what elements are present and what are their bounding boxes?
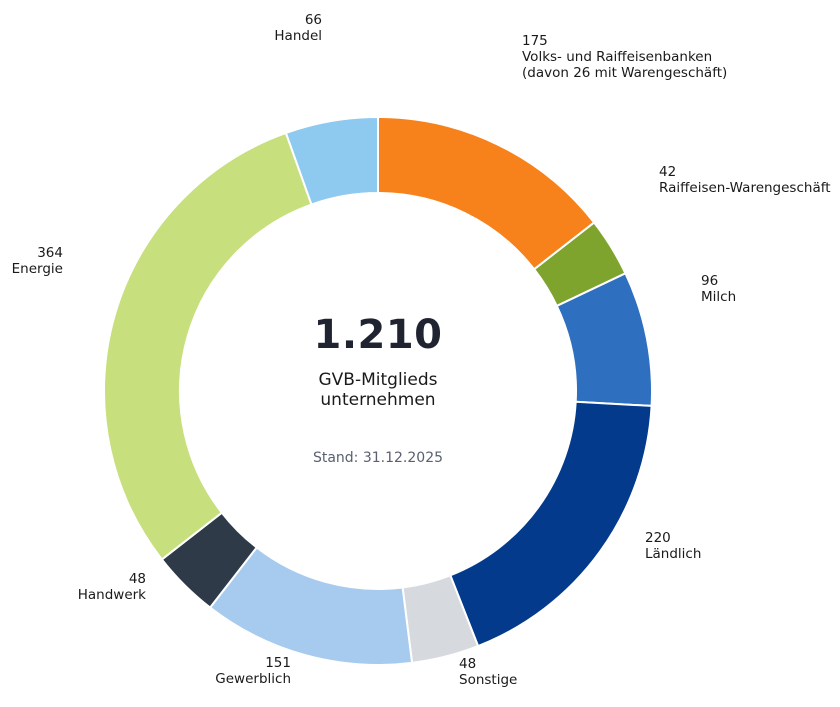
caption-line-2: unternehmen	[320, 390, 436, 410]
slice-name-handel: Handel	[274, 28, 322, 44]
slice-label-handel: 66 Handel	[274, 12, 322, 44]
slice-label-raiffeisen-warengeschaeft: 42 Raiffeisen-Warengeschäft	[659, 164, 831, 196]
slice-name-gewerblich: Gewerblich	[215, 671, 291, 687]
donut-slice-ländlich	[449, 400, 653, 648]
slice-value-gewerblich: 151	[265, 655, 291, 671]
as-of-date: Stand: 31.12.2025	[312, 450, 444, 466]
slice-name-handwerk: Handwerk	[77, 587, 146, 603]
slice-name-raiffeisen-warengeschaeft: Raiffeisen-Warengeschäft	[659, 180, 831, 196]
donut-slice-energie	[103, 131, 313, 561]
slice-name-sonstige: Sonstige	[459, 672, 518, 688]
donut-slice-volks-und-raiffeisenbanken	[377, 115, 596, 271]
slice-value-energie: 364	[37, 245, 63, 261]
slice-label-laendlich: 220 Ländlich	[645, 530, 701, 562]
slice-label-volks-raiffeisenbanken: 175 Volks- und Raiffeisenbanken (davon 2…	[522, 33, 727, 81]
slice-label-handwerk: 48 Handwerk	[78, 571, 146, 603]
slice-value-volks-raiffeisenbanken: 175	[522, 33, 548, 49]
slice-name-milch: Milch	[701, 289, 737, 305]
slice-value-sonstige: 48	[459, 656, 477, 672]
slice-note-volks-raiffeisenbanken: (davon 26 mit Warengeschäft)	[522, 65, 728, 81]
slice-label-milch: 96 Milch	[701, 273, 736, 305]
donut-slice-handel	[284, 115, 379, 206]
slice-name-energie: Energie	[11, 261, 63, 277]
slice-name-laendlich: Ländlich	[645, 546, 702, 562]
slice-label-energie: 364 Energie	[12, 245, 63, 277]
caption-line-1: GVB-Mitglieds	[318, 370, 438, 390]
total-members-caption: GVB-Mitglieds unternehmen	[228, 370, 528, 410]
slice-value-laendlich: 220	[645, 530, 671, 546]
slice-value-handel: 66	[304, 12, 322, 28]
slice-name-volks-raiffeisenbanken: Volks- und Raiffeisenbanken	[522, 49, 713, 65]
slice-value-milch: 96	[701, 273, 719, 289]
slice-label-gewerblich: 151 Gewerblich	[215, 655, 291, 687]
total-members-value: 1.210	[313, 312, 443, 358]
slice-value-raiffeisen-warengeschaeft: 42	[659, 164, 677, 180]
slice-label-sonstige: 48 Sonstige	[459, 656, 517, 688]
slice-value-handwerk: 48	[128, 571, 146, 587]
